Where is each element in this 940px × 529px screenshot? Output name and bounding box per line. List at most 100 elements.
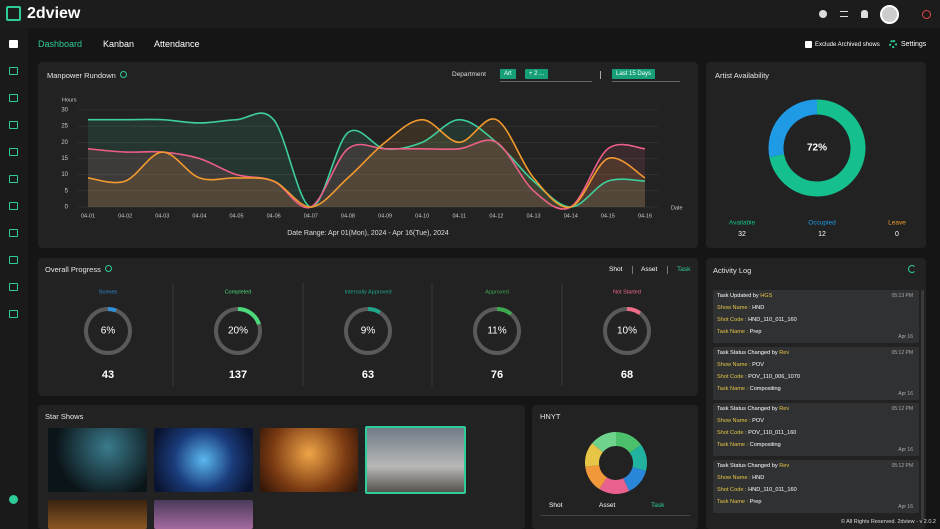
filter-tag[interactable]: Art bbox=[500, 69, 516, 79]
x-tick-label: 04-12 bbox=[489, 213, 503, 219]
activity-entry: Task Status Changed by Rev 05:12 PM Show N… bbox=[713, 346, 919, 400]
field-label: Shot Code : bbox=[717, 430, 747, 436]
x-tick-label: 04-16 bbox=[638, 213, 652, 219]
add-icon[interactable] bbox=[819, 10, 827, 18]
entry-title: Task Status Changed by Rev bbox=[717, 463, 789, 470]
show-thumbnail[interactable] bbox=[154, 428, 253, 492]
show-thumbnail[interactable] bbox=[260, 428, 358, 492]
legend-count: 12 bbox=[818, 231, 826, 238]
show-thumbnail[interactable] bbox=[154, 500, 253, 529]
status-label: Scenes bbox=[99, 289, 118, 295]
toggle[interactable]: Asset bbox=[599, 502, 616, 509]
toggle[interactable]: Shot bbox=[549, 502, 563, 509]
nav-icon[interactable] bbox=[9, 256, 18, 264]
entry-title: Task Updated by HGS bbox=[717, 293, 772, 300]
list-icon[interactable] bbox=[840, 11, 848, 17]
filter-tag[interactable]: + 2 ... bbox=[525, 69, 549, 79]
status-label: Internally Approved bbox=[344, 289, 391, 295]
entry-date: Apr 16 bbox=[898, 390, 913, 397]
refresh-icon[interactable] bbox=[908, 265, 916, 273]
logo-icon bbox=[6, 6, 21, 21]
activity-entry: Task Updated by HGS 05:13 PM Show Name : H… bbox=[713, 290, 919, 343]
nav-icon[interactable] bbox=[9, 202, 18, 210]
tab[interactable]: Dashboard bbox=[38, 39, 83, 49]
toggle[interactable]: Asset bbox=[641, 266, 658, 273]
pie-segment bbox=[585, 464, 608, 490]
pie-segment bbox=[622, 466, 647, 492]
entry-user: Rev bbox=[779, 349, 790, 356]
checkbox[interactable] bbox=[805, 41, 812, 48]
avatar[interactable] bbox=[880, 5, 899, 24]
entry-date: Apr 16 bbox=[898, 503, 913, 510]
field-value: POV_110_011_160 bbox=[748, 430, 797, 436]
field-label: Task Name : bbox=[717, 498, 749, 505]
bell-icon[interactable] bbox=[861, 10, 868, 18]
entry-time: 05:12 PM bbox=[891, 462, 913, 469]
entry-date: Apr 16 bbox=[898, 447, 913, 453]
dropdown-line bbox=[500, 81, 592, 82]
y-axis-label: Hours bbox=[62, 97, 77, 103]
percent-label: 9% bbox=[361, 326, 376, 337]
legend-count: 32 bbox=[738, 231, 746, 238]
settings-icon[interactable] bbox=[889, 40, 897, 48]
x-tick-label: 04-06 bbox=[267, 213, 281, 219]
power-icon[interactable] bbox=[922, 10, 931, 19]
legend-label: Occupied bbox=[808, 220, 836, 227]
x-tick-label: 04-02 bbox=[118, 213, 132, 219]
card-title: Manpower Rundown bbox=[47, 71, 116, 80]
nav-icon[interactable] bbox=[9, 94, 18, 102]
pie-segment bbox=[615, 432, 642, 454]
help-icon[interactable] bbox=[9, 495, 18, 504]
activity-entry: Task Status Changed by Rev 05:12 PM Show N… bbox=[713, 403, 919, 456]
y-tick-label: 5 bbox=[65, 188, 69, 194]
x-tick-label: 04-03 bbox=[155, 213, 169, 219]
toggle[interactable]: Task bbox=[677, 266, 691, 273]
show-thumbnail[interactable] bbox=[48, 428, 147, 492]
tab[interactable]: Kanban bbox=[103, 39, 135, 49]
donut-arc bbox=[769, 99, 866, 197]
show-thumbnail[interactable] bbox=[365, 426, 466, 494]
settings[interactable]: Settings bbox=[901, 41, 927, 48]
count-label: 137 bbox=[229, 369, 247, 381]
entry-field: Show Name : HND bbox=[717, 475, 764, 482]
info-icon[interactable] bbox=[120, 71, 127, 78]
toggle[interactable]: Task bbox=[651, 502, 665, 509]
separator bbox=[667, 266, 668, 274]
nav-icon[interactable] bbox=[9, 310, 18, 318]
nav-icon[interactable] bbox=[9, 67, 18, 75]
field-value: Prep bbox=[749, 329, 762, 335]
nav-icon[interactable] bbox=[9, 40, 18, 48]
nav-icon[interactable] bbox=[9, 121, 18, 129]
line bbox=[87, 118, 646, 209]
hnyt-card: HNYT Shot Asset Task bbox=[532, 405, 698, 529]
nav-icon[interactable] bbox=[9, 283, 18, 291]
donut-chart: 72% Available 32 Occupied 12 Leave 0 bbox=[729, 99, 906, 238]
period-tag[interactable]: Last 15 Days bbox=[612, 69, 656, 79]
field-value: POV bbox=[752, 361, 764, 368]
show-thumbnail[interactable] bbox=[48, 500, 147, 529]
line-chart: Hours Date 0 5 10 15 20 25 30 04-01 04-02 04-03 04-0… bbox=[61, 97, 682, 219]
entry-date: Apr 16 bbox=[898, 334, 913, 340]
x-tick-label: 04-05 bbox=[229, 213, 243, 219]
toggle[interactable]: Shot bbox=[609, 266, 623, 273]
activity-entry: Task Status Changed by Rev 05:12 PM Show N… bbox=[713, 459, 919, 513]
field-value: POV bbox=[752, 418, 764, 424]
entry-time: 05:13 PM bbox=[891, 293, 913, 299]
x-tick-label: 04-07 bbox=[304, 213, 318, 219]
count-label: 76 bbox=[491, 369, 503, 381]
tab-underline bbox=[540, 515, 690, 516]
nav-icon[interactable] bbox=[9, 175, 18, 183]
pie-segment bbox=[592, 432, 617, 453]
tab[interactable]: Attendance bbox=[154, 39, 200, 49]
info-icon[interactable] bbox=[105, 265, 112, 272]
y-tick-label: 30 bbox=[61, 108, 68, 114]
availability-card: 72% Available 32 Occupied 12 Leave 0 Artist Av… bbox=[706, 62, 926, 248]
nav-icon[interactable] bbox=[9, 148, 18, 156]
date-range: Date Range: Apr 01(Mon), 2024 - Apr 16(T… bbox=[287, 230, 449, 237]
card-title: Activity Log bbox=[713, 266, 752, 275]
logo[interactable]: 2dview bbox=[27, 5, 81, 22]
nav-icon[interactable] bbox=[9, 229, 18, 237]
entry-action: Task Status Changed by bbox=[717, 406, 778, 412]
card-title: HNYT bbox=[540, 412, 561, 421]
